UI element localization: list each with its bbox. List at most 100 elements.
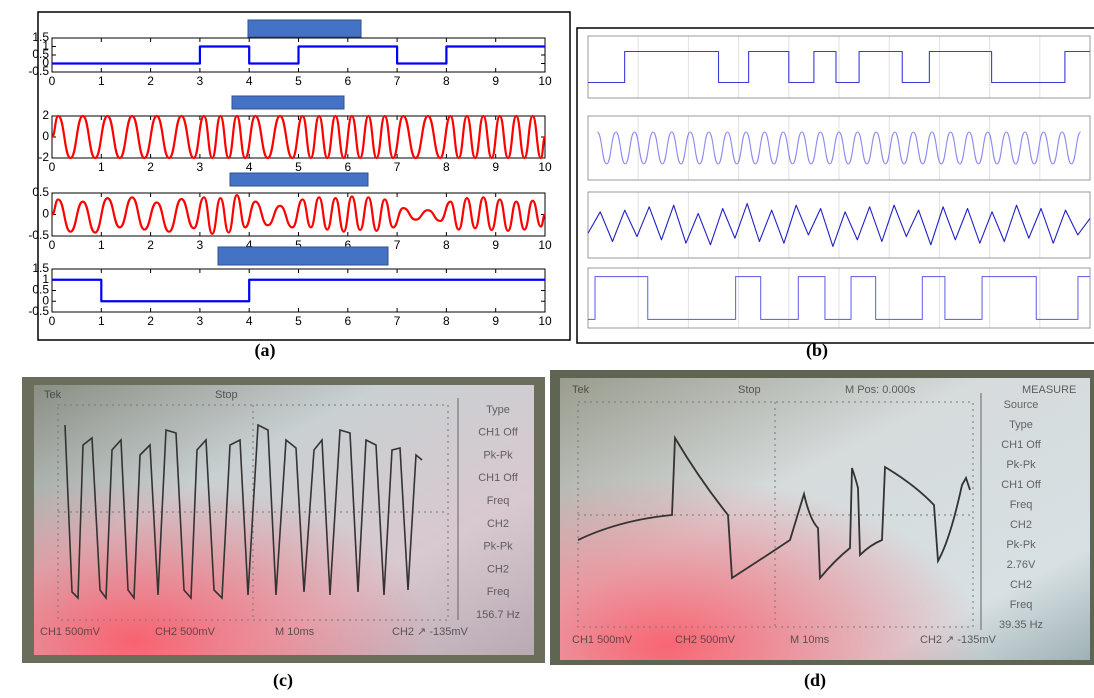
plot-frame [587,115,1091,181]
y-tick-label: -0.5 [28,304,49,318]
menu-item: Freq [487,586,510,598]
x-tick-label: 4 [246,74,253,88]
plot-frame [587,35,1091,99]
x-tick-label: 10 [538,74,552,88]
signal-line [588,276,1090,320]
x-tick-label: 0 [49,238,56,252]
plot-frame [587,191,1091,259]
x-tick-label: 2 [147,74,154,88]
signal-line [596,131,1082,165]
x-tick-label: 1 [98,160,105,174]
y-tick-label: 2 [42,108,49,122]
x-tick-label: 3 [197,74,204,88]
x-tick-label: 2 [147,160,154,174]
y-tick-label: 0.5 [32,47,49,61]
x-tick-label: 10 [538,314,552,328]
y-tick-label: 0 [42,56,49,70]
menu-item: CH1 Off [1001,479,1041,491]
readout: CH2 ↗ -135mV [392,626,469,638]
x-tick-label: 6 [344,74,351,88]
readout: M 10ms [275,626,315,638]
y-tick-label: -0.5 [28,228,49,242]
y-tick-label: 0.5 [32,283,49,297]
menu-item: CH2 [487,518,509,530]
x-tick-label: 5 [295,238,302,252]
readout: CH1 500mV [40,626,101,638]
x-tick-label: 0 [49,314,56,328]
x-tick-label: 5 [295,74,302,88]
redaction [247,19,362,38]
y-tick-label: 0 [42,207,49,221]
menu-item: 156.7 Hz [476,609,520,621]
brand: Tek [572,384,590,396]
signal-line [50,114,547,160]
menu-item: CH2 [487,563,509,575]
side-menu: Source Type CH1 Off Pk-Pk CH1 Off Freq CH2 Pk-P… [980,393,1043,631]
x-tick-label: 0 [49,160,56,174]
menu-item: Pk-Pk [1006,539,1036,551]
caption: (b) [806,340,828,361]
menu-item: CH1 Off [1001,439,1041,451]
x-tick-label: 6 [344,160,351,174]
x-tick-label: 8 [443,160,450,174]
menu-item: 39.35 Hz [999,619,1043,631]
x-tick-label: 7 [394,314,401,328]
menu-item: Freq [1010,599,1033,611]
plot-frame [587,267,1091,329]
signal-line [52,278,545,303]
x-tick-label: 7 [394,160,401,174]
x-tick-label: 7 [394,74,401,88]
signal-line [51,194,547,235]
x-tick-label: 2 [147,238,154,252]
x-tick-label: 8 [443,74,450,88]
menu-header: MEASURE [1022,384,1076,396]
signal-line [52,45,545,65]
redaction [217,246,389,266]
readout: CH2 500mV [675,634,736,646]
x-tick-label: 8 [443,314,450,328]
y-tick-label: -0.5 [28,64,49,78]
x-tick-label: 9 [492,314,499,328]
y-tick-label: 1 [42,272,49,286]
signal-line [587,203,1091,247]
redaction [229,172,369,187]
brand: Tek [44,389,62,401]
x-tick-label: 3 [197,160,204,174]
readout: CH2 ↗ -135mV [920,634,997,646]
state: Stop [738,384,761,396]
x-tick-label: 4 [246,160,253,174]
y-tick-label: 1.5 [32,30,49,44]
state: Stop [215,389,238,401]
menu-item: Freq [1010,499,1033,511]
menu-item: Type [1009,419,1033,431]
caption: (a) [255,340,276,361]
x-tick-label: 0 [49,74,56,88]
x-tick-label: 5 [295,314,302,328]
readout: M 10ms [790,634,830,646]
menu-item: CH2 [1010,579,1032,591]
x-tick-label: 3 [197,238,204,252]
x-tick-label: 9 [492,74,499,88]
x-tick-label: 5 [295,160,302,174]
x-tick-label: 4 [246,314,253,328]
menu-item: Source [1004,399,1039,411]
menu-item: 2.76V [1007,559,1036,571]
side-menu: Type CH1 Off Pk-Pk CH1 Off Freq CH2 Pk-Pk CH2 Fr… [457,398,520,621]
position: M Pos: 0.000s [845,384,916,396]
menu-item: CH2 [1010,519,1032,531]
x-tick-label: 1 [98,74,105,88]
caption: (c) [273,670,293,691]
x-tick-label: 3 [197,314,204,328]
x-tick-label: 1 [98,238,105,252]
y-tick-label: 0 [42,293,49,307]
x-tick-label: 2 [147,314,154,328]
y-tick-label: 0.5 [32,185,49,199]
menu-item: Type [486,404,510,416]
caption: (d) [804,670,826,691]
x-tick-label: 9 [492,238,499,252]
menu-item: Pk-Pk [1006,459,1036,471]
signal-line [588,50,1090,84]
x-tick-label: 1 [98,314,105,328]
